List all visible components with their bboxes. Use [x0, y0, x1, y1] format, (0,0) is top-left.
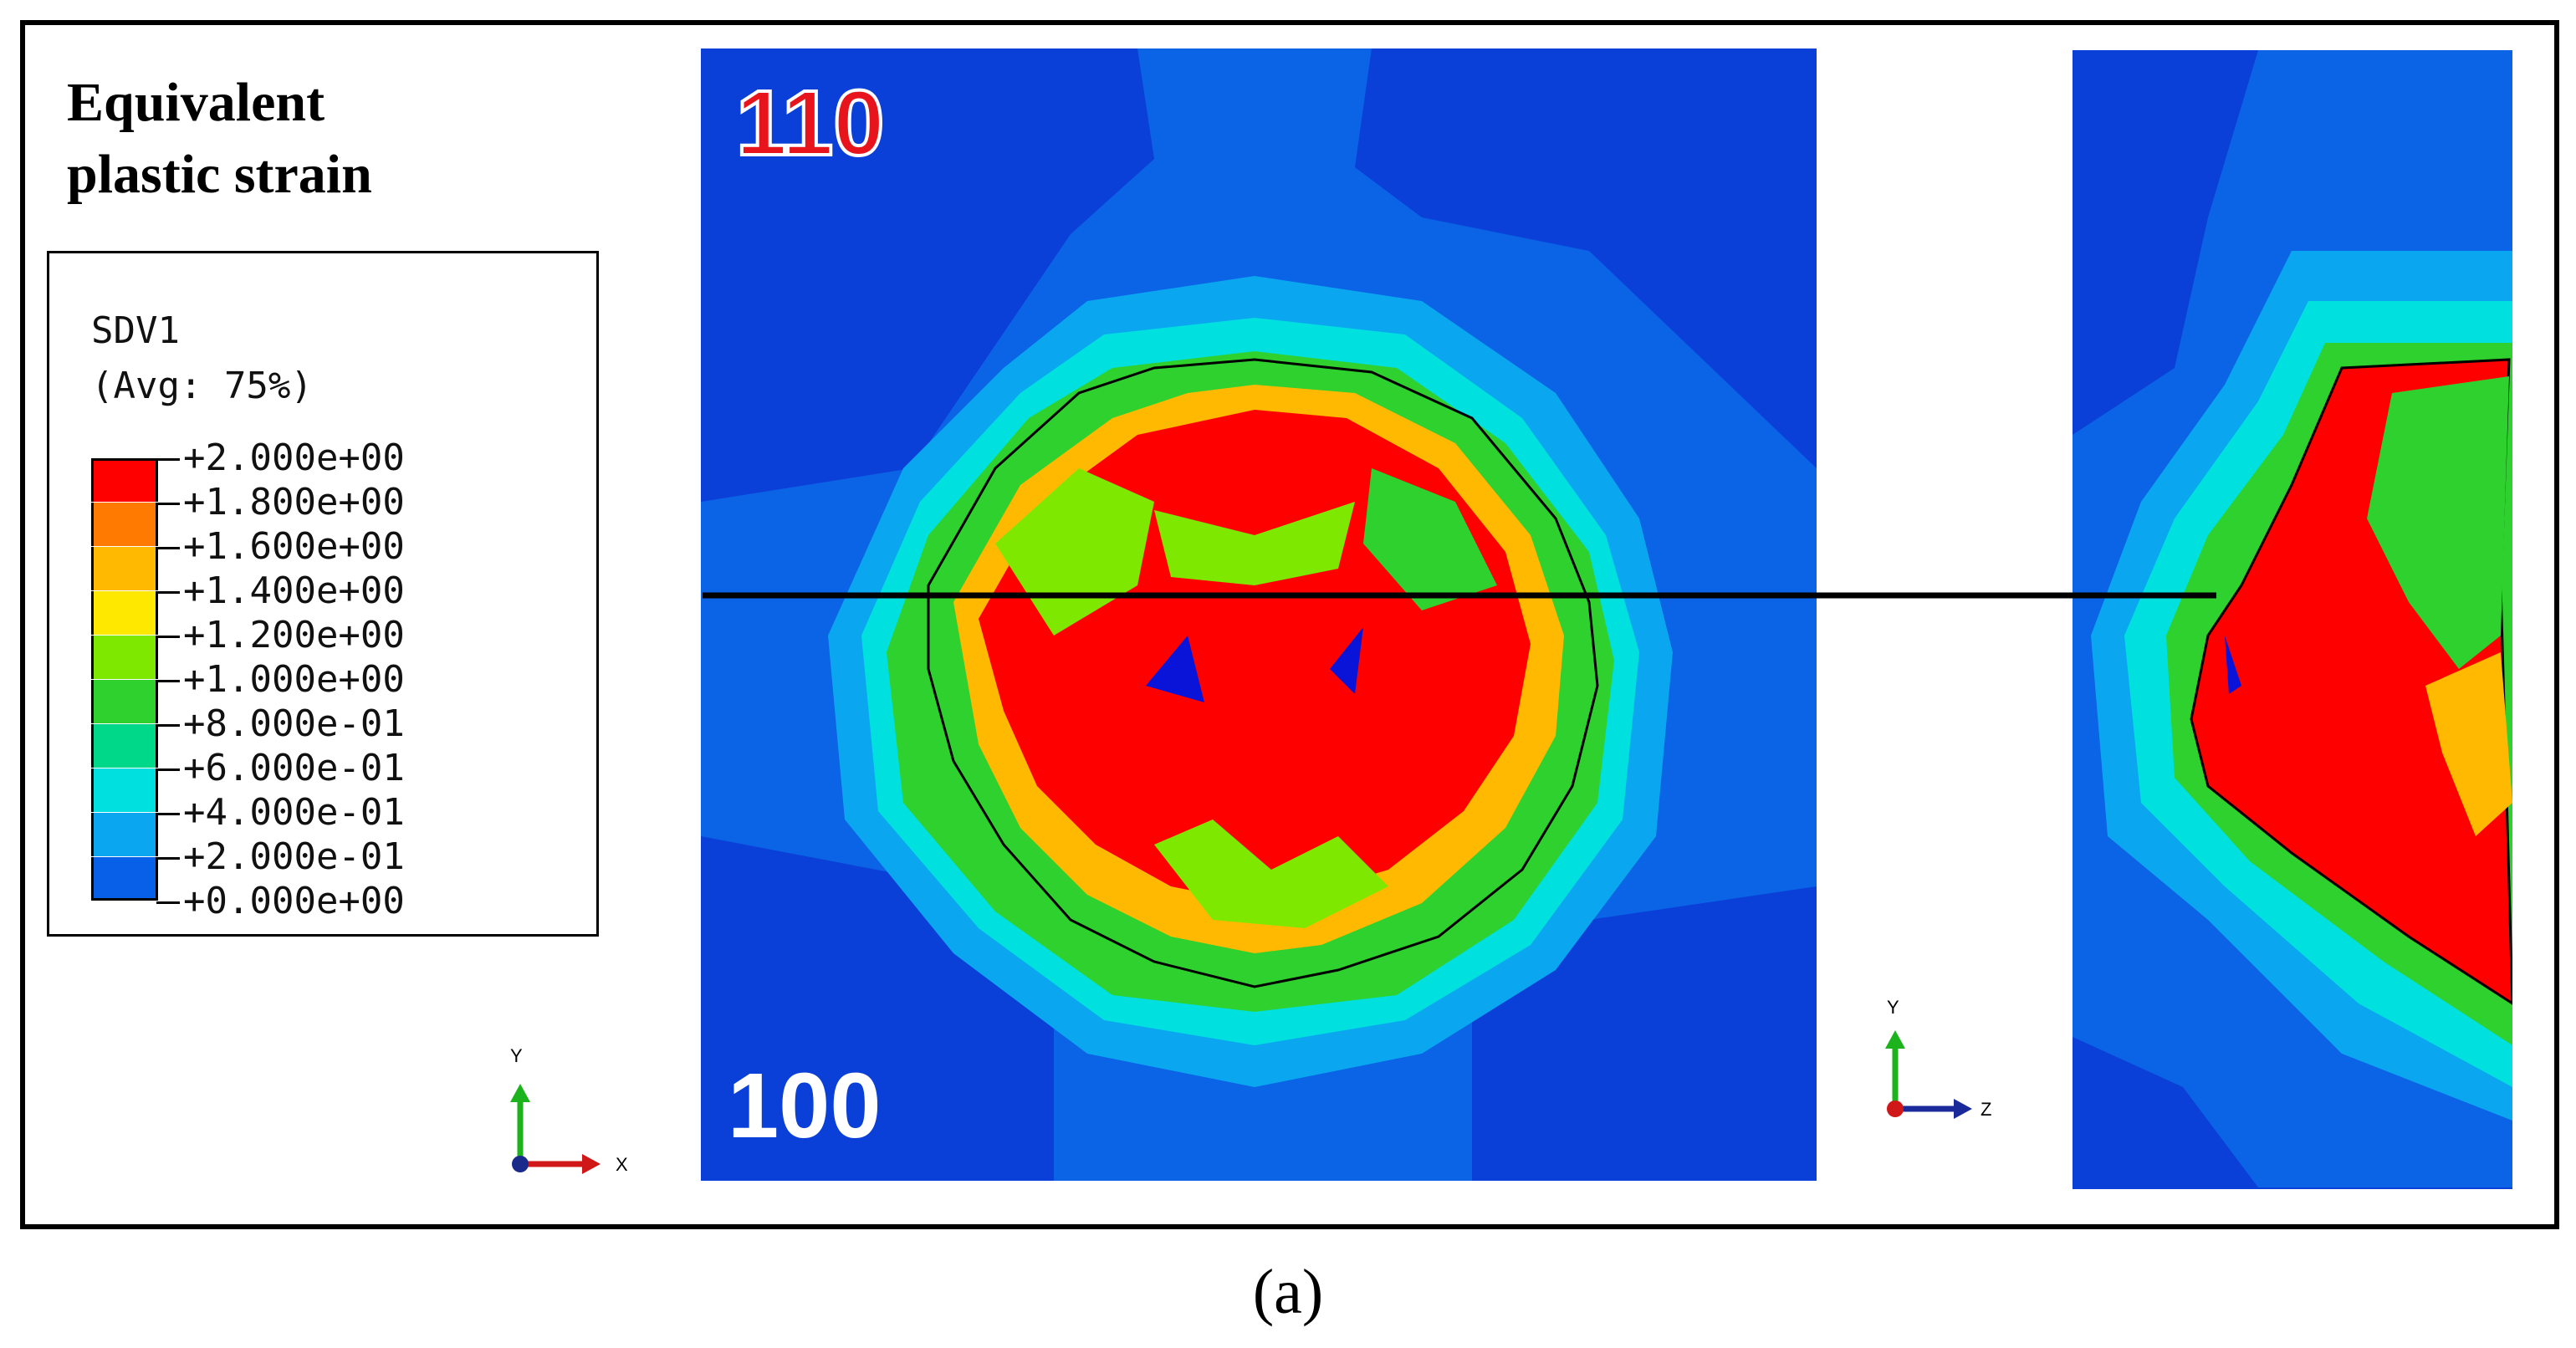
right-patch-1: [2367, 376, 2509, 669]
title-line-1: Equivalent: [67, 72, 325, 133]
legend-level-label: +8.000e-01: [183, 702, 405, 745]
legend-color-band: [91, 857, 158, 901]
legend-tick: [156, 636, 180, 638]
legend-color-band: [91, 591, 158, 635]
triad2-z-label: Z: [1981, 1099, 1991, 1120]
triad2-z-arrowhead: [1954, 1099, 1972, 1119]
legend-color-band: [91, 547, 158, 590]
legend-color-band: [91, 768, 158, 812]
left-patch-4: [1154, 820, 1388, 928]
right-contour-view: [2073, 50, 2512, 1189]
figure-title: Equivalent plastic strain: [67, 67, 372, 211]
legend-level-label: +0.000e+00: [183, 880, 405, 922]
legend-level-label: +4.000e-01: [183, 791, 405, 834]
legend-variable: SDV1: [91, 309, 180, 352]
triad-x-arrowhead: [582, 1154, 601, 1174]
legend-tick: [156, 680, 180, 682]
legend-level-label: +1.800e+00: [183, 481, 405, 523]
legend-color-band: [91, 636, 158, 679]
legend-tick: [156, 813, 180, 815]
legend-tick: [156, 768, 180, 771]
legend-color-band: [91, 458, 158, 502]
legend-tick: [156, 857, 180, 860]
triad-y-arrowhead: [510, 1084, 530, 1102]
triad2-origin: [1887, 1100, 1904, 1117]
legend-tick: [156, 503, 180, 505]
left-void-1: [1146, 636, 1204, 702]
left-patch-3: [1154, 502, 1355, 585]
triad-y-label: Y: [510, 1045, 523, 1066]
legend-tick: [156, 901, 180, 904]
title-line-2: plastic strain: [67, 144, 372, 205]
right-axis-triad: Y Z: [1885, 997, 1991, 1120]
figure-caption: (a): [1252, 1257, 1324, 1327]
legend-tick: [156, 591, 180, 594]
legend-color-band: [91, 724, 158, 768]
left-void-2: [1330, 627, 1363, 694]
triad2-y-arrowhead: [1885, 1030, 1905, 1049]
legend-level-label: +1.400e+00: [183, 569, 405, 612]
legend-averaging: (Avg: 75%): [91, 365, 313, 407]
left-label-110: 110: [736, 72, 884, 175]
left-label-100: 100: [728, 1054, 882, 1157]
contour-legend: SDV1 (Avg: 75%) +2.000e+00 +1.800e+00 +1.6…: [47, 251, 599, 937]
legend-header: SDV1 (Avg: 75%): [91, 304, 313, 414]
right-patch-2: [2425, 652, 2512, 836]
legend-color-band: [91, 813, 158, 856]
right-void: [2225, 636, 2241, 694]
legend-tick: [156, 458, 180, 461]
legend-color-band: [91, 503, 158, 546]
legend-level-label: +2.000e+00: [183, 437, 405, 479]
legend-tick: [156, 547, 180, 549]
legend-tick: [156, 724, 180, 727]
legend-level-label: +2.000e-01: [183, 835, 405, 878]
legend-level-label: +6.000e-01: [183, 747, 405, 789]
legend-level-label: +1.600e+00: [183, 525, 405, 568]
triad-x-label: X: [616, 1154, 628, 1175]
legend-level-label: +1.200e+00: [183, 614, 405, 656]
triad-origin: [512, 1156, 529, 1172]
left-axis-triad: Y X: [510, 1045, 628, 1175]
legend-level-label: +1.000e+00: [183, 658, 405, 701]
left-contour-view: 110 100: [701, 49, 1817, 1181]
legend-color-band: [91, 680, 158, 723]
triad2-y-label: Y: [1887, 997, 1899, 1018]
left-patch-2: [1363, 468, 1497, 610]
